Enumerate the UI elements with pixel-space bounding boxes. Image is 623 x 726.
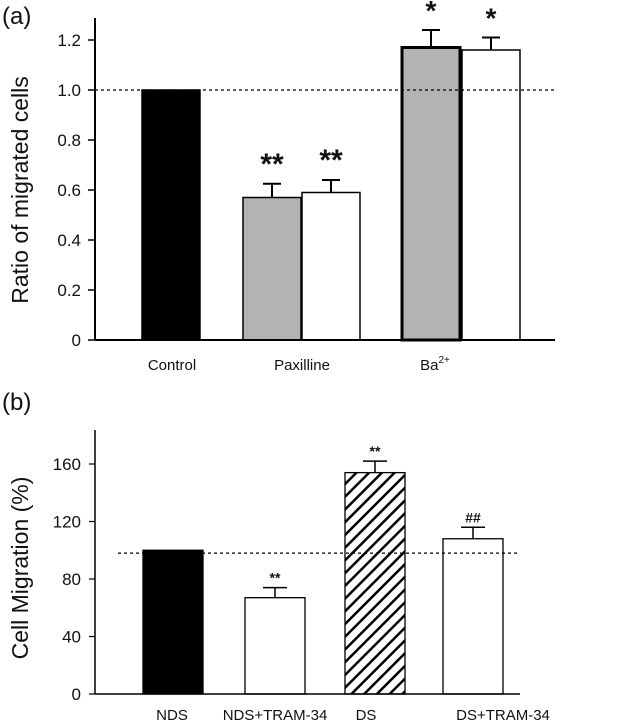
panel-b-tick-label: 40 [62,628,81,647]
panel-b-significance-marker: ** [370,443,381,459]
panel-a-significance-marker: * [486,3,497,34]
panel-b-category-label: DS [356,707,377,724]
panel-b-category-label: NDS [156,707,188,724]
panel-a-bar [242,196,302,341]
panel-b-tick-label: 80 [62,570,81,589]
panel-a-bar [301,191,361,341]
category-label-barium: Ba2+ [420,355,450,374]
panel-a-category-labels: Control Paxilline Ba2+ [148,355,450,374]
panel-b-bar [142,549,204,695]
panel-b-category-label: NDS+TRAM-34 [223,707,328,724]
category-label-control: Control [148,357,196,374]
panel-a-significance-marker: ** [319,144,343,177]
panel-b-tick-label: 160 [53,455,81,474]
panel-a-bar [461,49,521,341]
panel-b-tick-label: 120 [53,513,81,532]
panel-a-tick-label: 0 [72,331,81,350]
panel-b-chart: (b) Cell Migration (%) 0 40 80 120 160 ** ** #… [2,389,550,724]
panel-a-tick-label: 1.0 [57,81,81,100]
panel-b-bar [344,471,406,695]
panel-a-tick-label: 0.4 [57,231,81,250]
panel-b-category-label: DS+TRAM-34 [456,707,550,724]
panel-b-bar [244,597,306,695]
panel-b-bar [442,538,504,695]
panel-b-y-ticks: 0 40 80 120 160 [53,455,95,704]
panel-a-y-axis-label: Ratio of migrated cells [7,76,33,304]
panel-a-letter: (a) [2,3,31,30]
category-label-paxilline: Paxilline [274,357,330,374]
barium-symbol: Ba [420,357,439,374]
panel-b-letter: (b) [2,389,31,416]
panel-a-bar [400,46,462,342]
panel-a-y-ticks: 0 0.2 0.4 0.6 0.8 1.0 1.2 [57,31,95,350]
panel-b-category-labels: NDS NDS+TRAM-34 DS DS+TRAM-34 [156,707,550,724]
panel-b-tick-label: 0 [72,685,81,704]
panel-a-tick-label: 0.8 [57,131,81,150]
panel-b-y-axis-label: Cell Migration (%) [7,477,33,660]
panel-a-bars: ** *** * [141,0,521,342]
panel-a-significance-marker: * [426,0,437,26]
panel-a-chart: (a) Ratio of migrated cells 0 0.2 0.4 0.6 0.… [2,0,555,374]
panel-a-tick-label: 1.2 [57,31,81,50]
panel-b-bars: ** ** ## [142,443,504,695]
panel-a-tick-label: 0.6 [57,181,81,200]
panel-a-tick-label: 0.2 [57,281,81,300]
panel-b-significance-marker: ** [270,570,281,586]
barium-superscript: 2+ [438,355,450,366]
panel-a-significance-marker: ** [260,148,284,181]
panel-b-significance-marker: ## [465,509,481,525]
panel-a-bar [141,89,201,341]
